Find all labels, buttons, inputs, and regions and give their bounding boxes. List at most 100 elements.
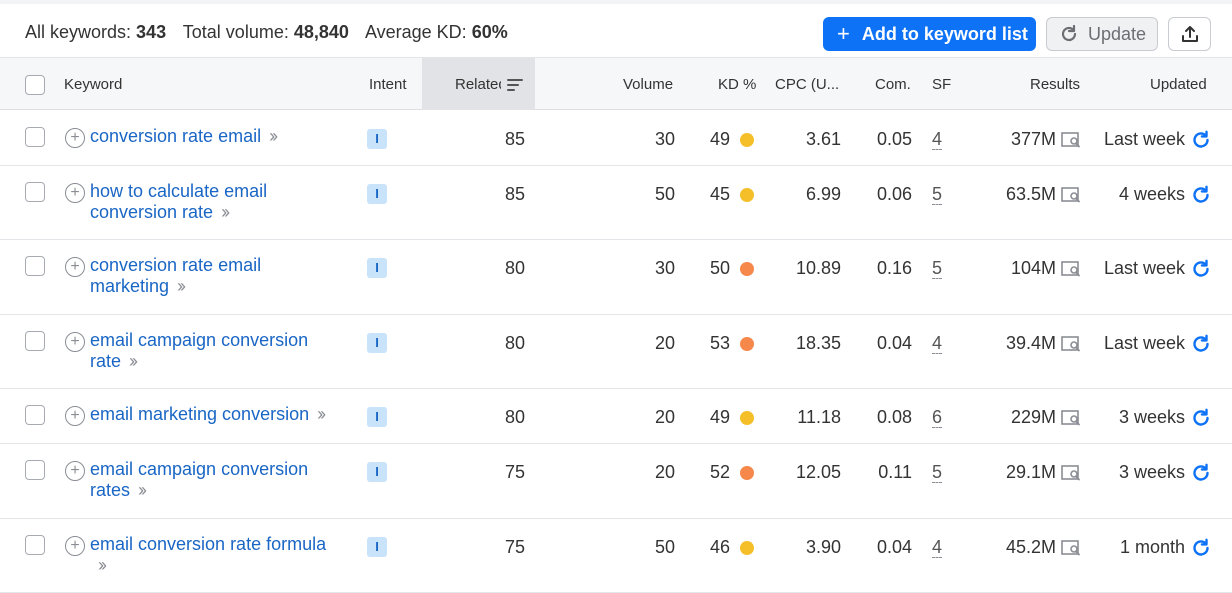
add-to-keyword-list-button[interactable]: + Add to keyword list (823, 17, 1036, 51)
column-sf[interactable]: SF (932, 76, 952, 93)
column-volume[interactable]: Volume (623, 76, 674, 93)
column-com[interactable]: Com. (875, 76, 911, 93)
related-value: 80 (504, 407, 525, 427)
refresh-row-icon[interactable] (1191, 259, 1211, 279)
column-results[interactable]: Results (1030, 76, 1081, 93)
row-checkbox[interactable] (25, 182, 45, 202)
keyword-text-line2: marketing (90, 276, 170, 296)
table-row: + how to calculate email conversion rate ›… (0, 166, 1232, 240)
serp-preview-icon[interactable] (1061, 539, 1081, 557)
updated-value: 3 weeks (1118, 462, 1185, 482)
serp-preview-icon[interactable] (1061, 260, 1081, 278)
updated-value: Last week (1103, 129, 1185, 149)
serp-features-count[interactable]: 5 (932, 184, 943, 205)
chevron-double-right-icon[interactable]: ›› (177, 276, 186, 296)
add-keyword-icon[interactable]: + (65, 332, 85, 352)
serp-preview-icon[interactable] (1061, 464, 1081, 482)
update-button[interactable]: Update (1046, 17, 1158, 51)
keyword-link[interactable]: email campaign conversion rate ›› (90, 330, 350, 372)
keyword-text-line1: email conversion rate formula (90, 534, 327, 554)
column-keyword[interactable]: Keyword (64, 76, 123, 93)
competition-value: 0.16 (876, 258, 912, 278)
all-keywords-value: 343 (136, 22, 167, 42)
kd-value: 53 (709, 333, 730, 353)
column-cpc[interactable]: CPC (U... (775, 76, 840, 93)
related-value: 85 (504, 184, 525, 204)
keyword-text-line2: rates (90, 480, 131, 500)
competition-value: 0.11 (878, 462, 912, 482)
chevron-double-right-icon[interactable]: ›› (129, 351, 138, 371)
table-row: + conversion rate email ›› I 85 30 49 3.6… (0, 111, 1232, 166)
competition-value: 0.04 (876, 537, 912, 557)
add-keyword-icon[interactable]: + (65, 128, 85, 148)
keyword-link[interactable]: conversion rate email ›› (90, 126, 350, 147)
chevron-double-right-icon[interactable]: ›› (269, 126, 278, 146)
refresh-row-icon[interactable] (1191, 334, 1211, 354)
serp-features-count[interactable]: 4 (932, 537, 943, 558)
add-keyword-icon[interactable]: + (65, 257, 85, 277)
row-checkbox[interactable] (25, 460, 45, 480)
volume-value: 20 (654, 462, 675, 482)
row-checkbox[interactable] (25, 256, 45, 276)
add-keyword-icon[interactable]: + (65, 461, 85, 481)
refresh-row-icon[interactable] (1191, 463, 1211, 483)
kd-difficulty-dot-icon (740, 466, 754, 480)
cpc-value: 6.99 (805, 184, 841, 204)
related-value: 80 (504, 258, 525, 278)
keyword-link[interactable]: email conversion rate formula ›› (90, 534, 350, 576)
results-value: 63.5M (1005, 184, 1056, 204)
keyword-text-line1: conversion rate email (90, 126, 262, 146)
serp-preview-icon[interactable] (1061, 131, 1081, 149)
export-icon (1181, 26, 1198, 42)
serp-features-count[interactable]: 5 (932, 462, 943, 483)
select-all-checkbox[interactable] (25, 75, 45, 95)
row-checkbox[interactable] (25, 535, 45, 555)
refresh-icon (1061, 24, 1077, 42)
keyword-link[interactable]: conversion rate email marketing ›› (90, 255, 350, 297)
refresh-row-icon[interactable] (1191, 408, 1211, 428)
results-value: 29.1M (1005, 462, 1056, 482)
related-value: 80 (504, 333, 525, 353)
column-kd[interactable]: KD % (718, 76, 757, 93)
export-button[interactable] (1168, 17, 1211, 51)
row-checkbox[interactable] (25, 405, 45, 425)
row-checkbox[interactable] (25, 127, 45, 147)
competition-value: 0.06 (876, 184, 912, 204)
column-related[interactable]: Related (455, 76, 501, 93)
add-keyword-icon[interactable]: + (65, 183, 85, 203)
serp-preview-icon[interactable] (1061, 335, 1081, 353)
cpc-value: 18.35 (795, 333, 841, 353)
add-keyword-icon[interactable]: + (65, 536, 85, 556)
serp-features-count[interactable]: 4 (932, 129, 943, 150)
chevron-double-right-icon[interactable]: ›› (98, 555, 107, 575)
keyword-text-line1: email marketing conversion (90, 404, 310, 424)
column-intent[interactable]: Intent (369, 76, 407, 93)
intent-badge: I (367, 258, 387, 278)
serp-preview-icon[interactable] (1061, 186, 1081, 204)
kd-difficulty-dot-icon (740, 541, 754, 555)
keyword-link[interactable]: email marketing conversion ›› (90, 404, 350, 425)
serp-preview-icon[interactable] (1061, 409, 1081, 427)
kd-difficulty-dot-icon (740, 337, 754, 351)
refresh-row-icon[interactable] (1191, 538, 1211, 558)
serp-features-count[interactable]: 6 (932, 407, 943, 428)
chevron-double-right-icon[interactable]: ›› (138, 480, 147, 500)
row-checkbox[interactable] (25, 331, 45, 351)
results-value: 104M (1010, 258, 1056, 278)
serp-features-count[interactable]: 5 (932, 258, 943, 279)
keyword-link[interactable]: how to calculate email conversion rate ›› (90, 181, 350, 223)
refresh-row-icon[interactable] (1191, 185, 1211, 205)
chevron-double-right-icon[interactable]: ›› (221, 202, 230, 222)
sort-descending-icon[interactable] (507, 78, 523, 92)
chevron-double-right-icon[interactable]: ›› (317, 404, 326, 424)
kd-difficulty-dot-icon (740, 411, 754, 425)
keyword-link[interactable]: email campaign conversion rates ›› (90, 459, 350, 501)
cpc-value: 12.05 (795, 462, 841, 482)
add-keyword-icon[interactable]: + (65, 406, 85, 426)
column-updated[interactable]: Updated (1150, 76, 1207, 93)
results-value: 45.2M (1005, 537, 1056, 557)
kd-difficulty-dot-icon (740, 262, 754, 276)
serp-features-count[interactable]: 4 (932, 333, 943, 354)
total-volume-label: Total volume: (182, 22, 289, 42)
refresh-row-icon[interactable] (1191, 130, 1211, 150)
